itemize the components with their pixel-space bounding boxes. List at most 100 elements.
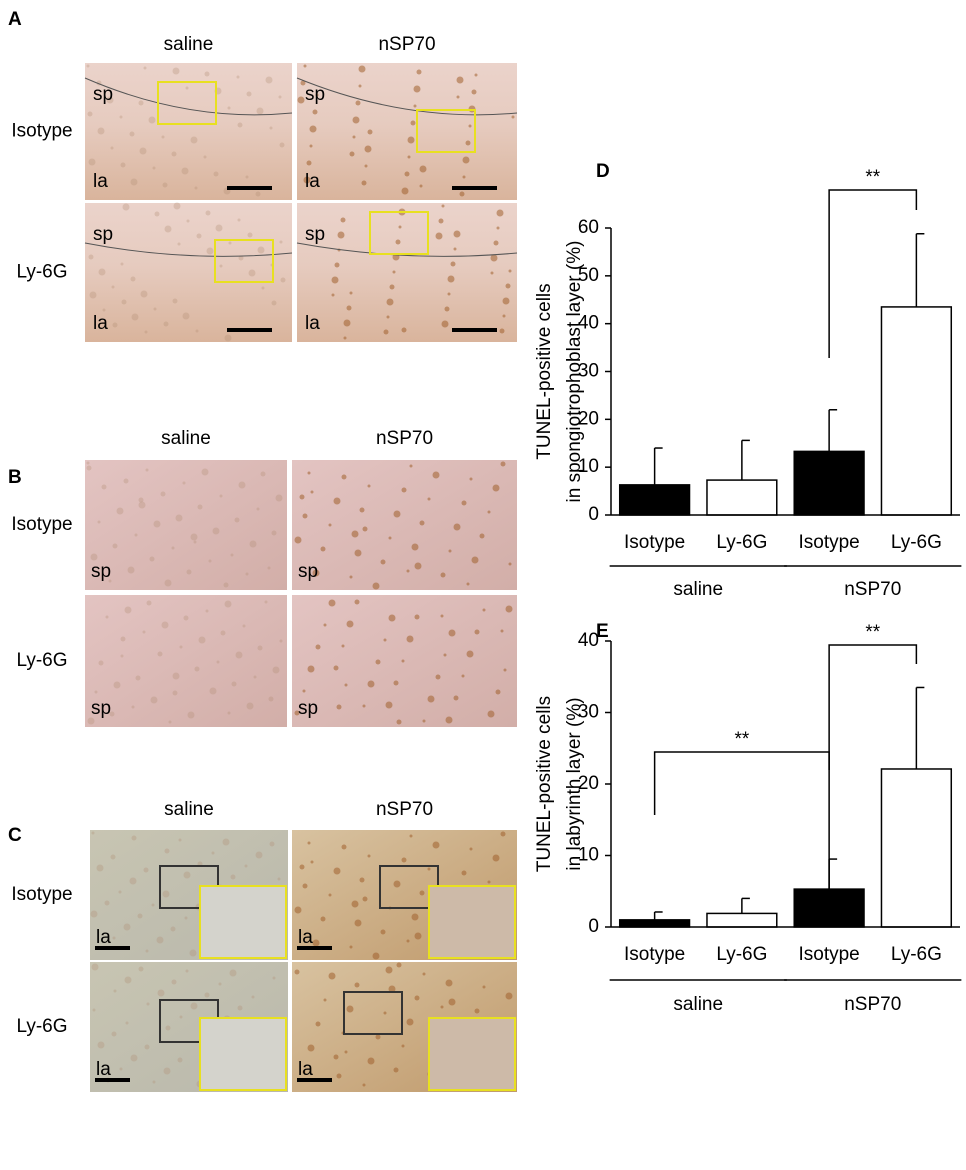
cell-stain <box>177 1057 183 1063</box>
cell-stain <box>247 232 253 238</box>
cell-stain <box>134 533 138 537</box>
cell-stain <box>303 64 307 68</box>
cell-stain <box>269 126 273 130</box>
cell-stain <box>346 305 352 311</box>
cell-stain <box>469 847 473 851</box>
cell-stain <box>236 75 240 79</box>
cell-stain <box>98 268 106 276</box>
panel-label: B <box>8 467 22 488</box>
cell-stain <box>346 1005 354 1013</box>
cell-stain <box>312 939 320 947</box>
cell-stain <box>124 976 132 984</box>
group-label: nSP70 <box>844 579 901 600</box>
cell-stain <box>154 211 160 217</box>
cell-stain <box>171 151 177 157</box>
inset-box <box>416 109 476 153</box>
cell-stain <box>490 271 494 275</box>
significance-label: ** <box>734 729 749 750</box>
cell-stain <box>414 995 420 1001</box>
cell-stain <box>187 711 195 719</box>
cell-stain <box>142 630 146 634</box>
cell-stain <box>385 966 393 974</box>
cell-stain <box>185 969 189 973</box>
cell-stain <box>395 239 401 245</box>
image-label: la <box>96 927 111 948</box>
cell-stain <box>227 711 231 715</box>
y-tick-label: 10 <box>578 456 599 477</box>
bar <box>793 450 865 516</box>
panel-label: D <box>596 161 610 182</box>
cell-stain <box>119 1067 123 1071</box>
cell-stain <box>496 209 504 217</box>
cell-stain <box>164 579 172 587</box>
layer-boundary <box>84 77 293 116</box>
cell-stain <box>269 841 275 847</box>
inset <box>199 1017 287 1091</box>
cell-stain <box>205 210 211 216</box>
cell-stain <box>383 329 389 335</box>
cell-stain <box>88 158 96 166</box>
cell-stain <box>257 645 263 651</box>
cell-stain <box>294 536 302 544</box>
cell-stain <box>97 127 105 135</box>
cell-stain <box>336 1073 342 1079</box>
cell-stain <box>112 543 118 549</box>
cell-stain <box>275 494 283 502</box>
x-tick-label: Isotype <box>624 944 685 965</box>
cell-stain <box>359 507 365 513</box>
row-label: Ly-6G <box>16 1016 67 1037</box>
column-header: nSP70 <box>376 799 433 820</box>
cell-stain <box>149 556 155 562</box>
cell-stain <box>280 277 286 283</box>
cell-stain <box>238 481 246 489</box>
cell-stain <box>334 262 340 268</box>
cell-stain <box>502 314 506 318</box>
cell-stain <box>453 247 457 251</box>
cell-stain <box>162 890 170 898</box>
cell-stain <box>466 582 470 586</box>
cell-stain <box>268 696 274 702</box>
cell-stain <box>190 136 198 144</box>
cell-stain <box>184 916 188 920</box>
cell-stain <box>333 867 341 875</box>
cell-stain <box>222 838 230 846</box>
layer-boundary <box>296 242 518 257</box>
bar <box>880 306 953 516</box>
significance-bracket <box>653 751 830 905</box>
cell-stain <box>219 494 223 498</box>
cell-stain <box>190 1002 198 1010</box>
cell-stain <box>165 1025 171 1031</box>
inset-box <box>157 81 217 125</box>
cell-stain <box>256 507 260 511</box>
cell-stain <box>139 147 147 155</box>
y-axis-title: TUNEL-positive cells <box>534 696 555 872</box>
cell-stain <box>440 1005 444 1009</box>
cell-stain <box>352 135 356 139</box>
cell-stain <box>343 319 351 327</box>
cell-stain <box>340 217 346 223</box>
cell-stain <box>152 1080 156 1084</box>
cell-stain <box>272 976 276 980</box>
cell-stain <box>351 900 359 908</box>
cell-stain <box>170 926 176 932</box>
cell-stain <box>427 867 431 871</box>
cell-stain <box>249 540 257 548</box>
cell-stain <box>456 95 460 99</box>
inset <box>428 1017 516 1091</box>
cell-stain <box>267 566 271 570</box>
significance-label: ** <box>865 167 880 188</box>
cell-stain <box>98 660 104 666</box>
cell-stain <box>146 1002 150 1006</box>
cell-stain <box>448 629 456 637</box>
cell-stain <box>211 851 215 855</box>
cell-stain <box>505 283 511 289</box>
cell-stain <box>414 562 422 570</box>
cell-stain <box>161 135 165 139</box>
cell-stain <box>349 945 353 949</box>
cell-stain <box>388 985 396 993</box>
x-tick-label: Ly-6G <box>716 944 767 965</box>
cell-stain <box>86 461 90 465</box>
cell-stain <box>189 949 197 957</box>
cell-stain <box>87 111 93 117</box>
cell-stain <box>407 155 411 159</box>
